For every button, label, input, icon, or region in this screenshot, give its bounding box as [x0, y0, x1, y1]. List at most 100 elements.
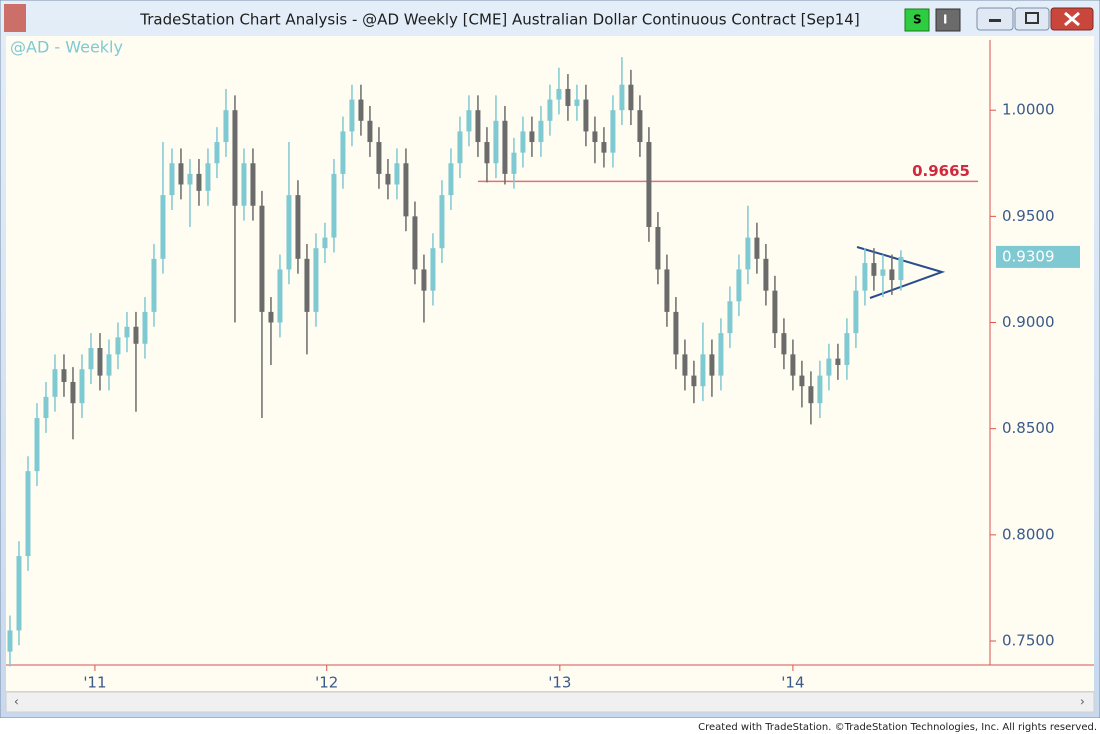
candle-body	[52, 369, 58, 397]
candle-body	[43, 396, 49, 419]
candle-body	[637, 110, 643, 143]
candle-body	[34, 418, 40, 472]
candle-body	[538, 120, 544, 143]
maximize-button[interactable]	[1014, 7, 1050, 31]
candle-body	[340, 131, 346, 174]
candle-body	[187, 173, 193, 185]
candle-body	[772, 290, 778, 334]
candle-body	[871, 263, 877, 276]
y-tick-label: 0.8000	[1002, 525, 1055, 543]
scrollbar[interactable]	[5, 691, 1095, 713]
candle-body	[79, 369, 85, 404]
candle-body	[322, 237, 328, 249]
candle-body	[385, 173, 391, 185]
candle-body	[16, 556, 22, 631]
candle-body	[673, 311, 679, 355]
last-price-label: 0.9309	[1002, 247, 1055, 265]
candle-body	[394, 163, 400, 185]
x-tick-label: '13	[548, 674, 571, 692]
candle-body	[691, 375, 697, 387]
candle-body	[241, 163, 247, 206]
candle-body	[565, 88, 571, 106]
minimize-icon	[989, 19, 1001, 22]
candle-body	[358, 99, 364, 121]
scroll-left[interactable]: ‹	[14, 695, 19, 709]
candle-body	[808, 386, 814, 404]
candle-body	[601, 142, 607, 153]
candle-body	[511, 152, 517, 174]
candle-body	[646, 142, 652, 227]
app-icon	[4, 4, 26, 32]
candle-body	[430, 248, 436, 291]
candle-body	[835, 358, 841, 365]
candle-body	[448, 163, 454, 196]
y-tick-label: 1.0000	[1002, 101, 1055, 119]
y-tick-label: 0.9000	[1002, 313, 1055, 331]
footer: Created with TradeStation. ©TradeStation…	[698, 722, 1097, 733]
candle-body	[250, 163, 256, 206]
indicator-button-label[interactable]: I	[943, 13, 947, 27]
chart-area	[6, 36, 1094, 691]
strategy-button-label[interactable]: S	[913, 13, 922, 27]
candle-body	[619, 84, 625, 111]
footer-bg	[0, 718, 1100, 734]
candle-body	[286, 195, 292, 270]
x-tick-label: '12	[315, 674, 338, 692]
candle-body	[376, 142, 382, 174]
x-tick-label: '11	[83, 674, 106, 692]
candle-body	[862, 263, 868, 291]
candle-body	[880, 269, 886, 276]
candle-body	[304, 258, 310, 312]
candle-body	[520, 131, 526, 153]
candle-body	[817, 375, 823, 404]
candle-body	[583, 99, 589, 132]
candle-body	[610, 110, 616, 153]
candle-body	[313, 248, 319, 312]
maximize-icon	[1025, 12, 1039, 24]
candle-body	[718, 333, 724, 376]
candle-body	[889, 269, 895, 281]
candle-body	[214, 142, 220, 164]
candle-body	[412, 216, 418, 270]
reference-label: 0.9665	[912, 162, 970, 180]
strategy-button[interactable]	[904, 8, 930, 32]
candle-body	[853, 290, 859, 334]
candle-body	[259, 205, 265, 312]
candle-body	[196, 173, 202, 191]
candle-body	[700, 354, 706, 387]
candle-body	[268, 311, 274, 323]
candle-body	[205, 163, 211, 191]
candle-body	[529, 131, 535, 143]
candle-body	[466, 110, 472, 132]
indicator-button[interactable]	[935, 8, 961, 32]
candle-body	[25, 471, 31, 557]
candle-body	[736, 269, 742, 302]
y-tick-label: 0.7500	[1002, 632, 1055, 650]
candle-body	[70, 381, 76, 404]
candle-body	[493, 120, 499, 164]
candle-body	[745, 237, 751, 270]
candle-body	[88, 347, 94, 370]
candle-body	[898, 256, 904, 281]
candle-body	[331, 173, 337, 238]
window-title: TradeStation Chart Analysis - @AD Weekly…	[139, 11, 859, 29]
candle-body	[484, 142, 490, 164]
candle-body	[169, 163, 175, 196]
candle-body	[592, 131, 598, 143]
candle-body	[664, 269, 670, 312]
candle-body	[142, 311, 148, 344]
y-tick-label: 0.9500	[1002, 207, 1055, 225]
candle-body	[781, 333, 787, 355]
candle-body	[403, 163, 409, 217]
candle-body	[97, 347, 103, 376]
candle-body	[133, 326, 139, 344]
candle-body	[277, 269, 283, 323]
x-tick-label: '14	[781, 674, 804, 692]
candle-body	[727, 301, 733, 334]
candle-body	[223, 110, 229, 143]
candle-body	[151, 258, 157, 312]
candle-body	[439, 195, 445, 249]
candle-body	[421, 269, 427, 291]
scroll-right[interactable]: ›	[1080, 695, 1085, 709]
